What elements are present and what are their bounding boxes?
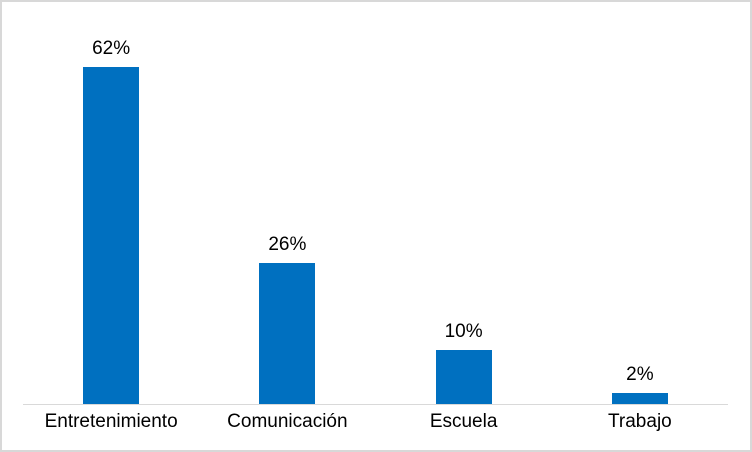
category-label: Comunicación bbox=[227, 411, 348, 432]
bar-value-label: 26% bbox=[268, 234, 307, 256]
bar-slot: 2% bbox=[552, 2, 728, 404]
category-axis-labels: Entretenimiento Comunicación Escuela Tra… bbox=[23, 411, 728, 434]
bar bbox=[611, 393, 668, 404]
bar bbox=[83, 67, 140, 404]
bars-row: 62% 26% 10% 2% bbox=[23, 2, 728, 404]
category-label: Escuela bbox=[429, 411, 498, 432]
bar-slot: 26% bbox=[199, 2, 375, 404]
bar-slot: 10% bbox=[376, 2, 552, 404]
bar-value-label: 10% bbox=[444, 321, 483, 343]
bar bbox=[259, 263, 316, 404]
category-label: Entretenimiento bbox=[44, 411, 178, 432]
category-label: Trabajo bbox=[608, 411, 672, 432]
bar bbox=[435, 350, 492, 404]
bar-value-label: 2% bbox=[626, 364, 654, 386]
bar-slot: 62% bbox=[23, 2, 199, 404]
bar-value-label: 62% bbox=[92, 38, 131, 60]
x-axis-line bbox=[23, 404, 728, 405]
